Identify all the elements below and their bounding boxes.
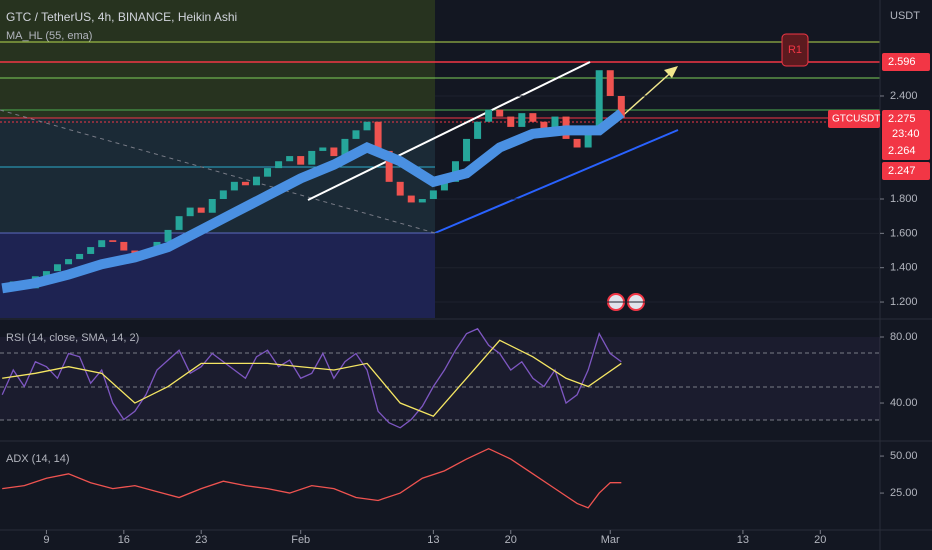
price-tag xyxy=(882,110,930,160)
x-tick-label: 20 xyxy=(505,534,517,546)
price-tag-label: 2.596 xyxy=(888,56,916,68)
series-line xyxy=(2,447,622,509)
zone-blue xyxy=(0,118,435,233)
trend-line xyxy=(307,61,591,201)
candle xyxy=(53,264,61,272)
candle xyxy=(540,121,548,131)
candle xyxy=(252,176,260,186)
y-tick-label: 40.00 xyxy=(890,397,918,409)
candle xyxy=(496,109,504,117)
candle xyxy=(241,181,249,186)
candle xyxy=(109,240,117,242)
trend-line xyxy=(0,109,436,234)
candle xyxy=(230,181,238,191)
candle xyxy=(573,138,581,148)
x-tick-label: 13 xyxy=(427,534,439,546)
candle xyxy=(42,271,50,277)
x-tick-label: Feb xyxy=(291,534,310,546)
candle xyxy=(363,121,371,131)
candle xyxy=(275,161,283,169)
candle xyxy=(65,259,73,265)
candle xyxy=(617,95,625,118)
candle xyxy=(76,253,84,260)
candle xyxy=(120,241,128,251)
symbol-title: GTC / TetherUS, 4h, BINANCE, Heikin Ashi xyxy=(6,10,237,24)
series-line xyxy=(2,339,622,418)
candle xyxy=(385,150,393,182)
candle xyxy=(164,229,172,242)
indicator-label: MA_HL (55, ema) xyxy=(6,30,92,42)
zone-green xyxy=(0,0,435,118)
candle xyxy=(219,190,227,200)
y-tick-label: 25.00 xyxy=(890,487,918,499)
candle xyxy=(507,116,515,127)
x-tick-label: 13 xyxy=(737,534,749,546)
last-price: 2.275 xyxy=(888,113,916,125)
y-tick-label: 80.00 xyxy=(890,331,918,343)
candle xyxy=(595,70,603,127)
countdown: 23:40 xyxy=(892,128,920,140)
candle xyxy=(208,199,216,213)
candle xyxy=(474,121,482,139)
rsi-band xyxy=(0,337,880,420)
candle xyxy=(197,207,205,213)
x-tick-label: 9 xyxy=(43,534,49,546)
y-tick-label: 2.400 xyxy=(890,90,918,102)
candle xyxy=(485,109,493,122)
candle xyxy=(440,181,448,191)
candle xyxy=(551,116,559,131)
candle xyxy=(518,113,526,127)
y-tick-label: 1.400 xyxy=(890,262,918,274)
candle xyxy=(584,126,592,148)
arrow-head xyxy=(664,66,678,78)
price-tag xyxy=(882,53,930,71)
ticker-tag xyxy=(828,110,880,128)
candle xyxy=(264,168,272,177)
candle xyxy=(396,181,404,196)
candle xyxy=(87,247,95,254)
candle xyxy=(374,121,382,151)
candle xyxy=(418,199,426,203)
currency: USDT xyxy=(890,10,920,22)
candle xyxy=(308,150,316,165)
candle xyxy=(330,147,338,157)
arrow xyxy=(619,67,677,119)
y-tick-label: 1.600 xyxy=(890,227,918,239)
y-tick-label: 50.00 xyxy=(890,450,918,462)
candle xyxy=(463,138,471,162)
x-tick-label: 20 xyxy=(814,534,826,546)
price-tag-label: 2.247 xyxy=(888,165,916,177)
candle xyxy=(606,70,614,96)
y-tick-label: 1.800 xyxy=(890,193,918,205)
y-tick-label: 1.200 xyxy=(890,296,918,308)
x-tick-label: 16 xyxy=(118,534,130,546)
rsi-label: RSI (14, close, SMA, 14, 2) xyxy=(6,332,139,344)
candle xyxy=(429,190,437,200)
candle xyxy=(186,207,194,217)
candle xyxy=(297,156,305,165)
candle xyxy=(341,138,349,157)
series-line xyxy=(1,327,622,429)
candle xyxy=(175,216,183,230)
candle xyxy=(286,156,294,162)
price-tag-label: 2.264 xyxy=(888,145,916,157)
adx-label: ADX (14, 14) xyxy=(6,453,70,465)
trend-line xyxy=(434,129,679,234)
candle xyxy=(98,240,106,248)
candle xyxy=(352,130,360,139)
candle xyxy=(529,113,537,122)
series-line xyxy=(1,109,625,294)
r1-label: R1 xyxy=(788,44,802,56)
candle xyxy=(407,195,415,203)
ticker-label: GTCUSDT xyxy=(832,114,880,125)
candle xyxy=(319,147,327,151)
x-tick-label: 23 xyxy=(195,534,207,546)
price-tag xyxy=(882,162,930,180)
x-tick-label: Mar xyxy=(601,534,620,546)
r1-box xyxy=(781,33,809,67)
